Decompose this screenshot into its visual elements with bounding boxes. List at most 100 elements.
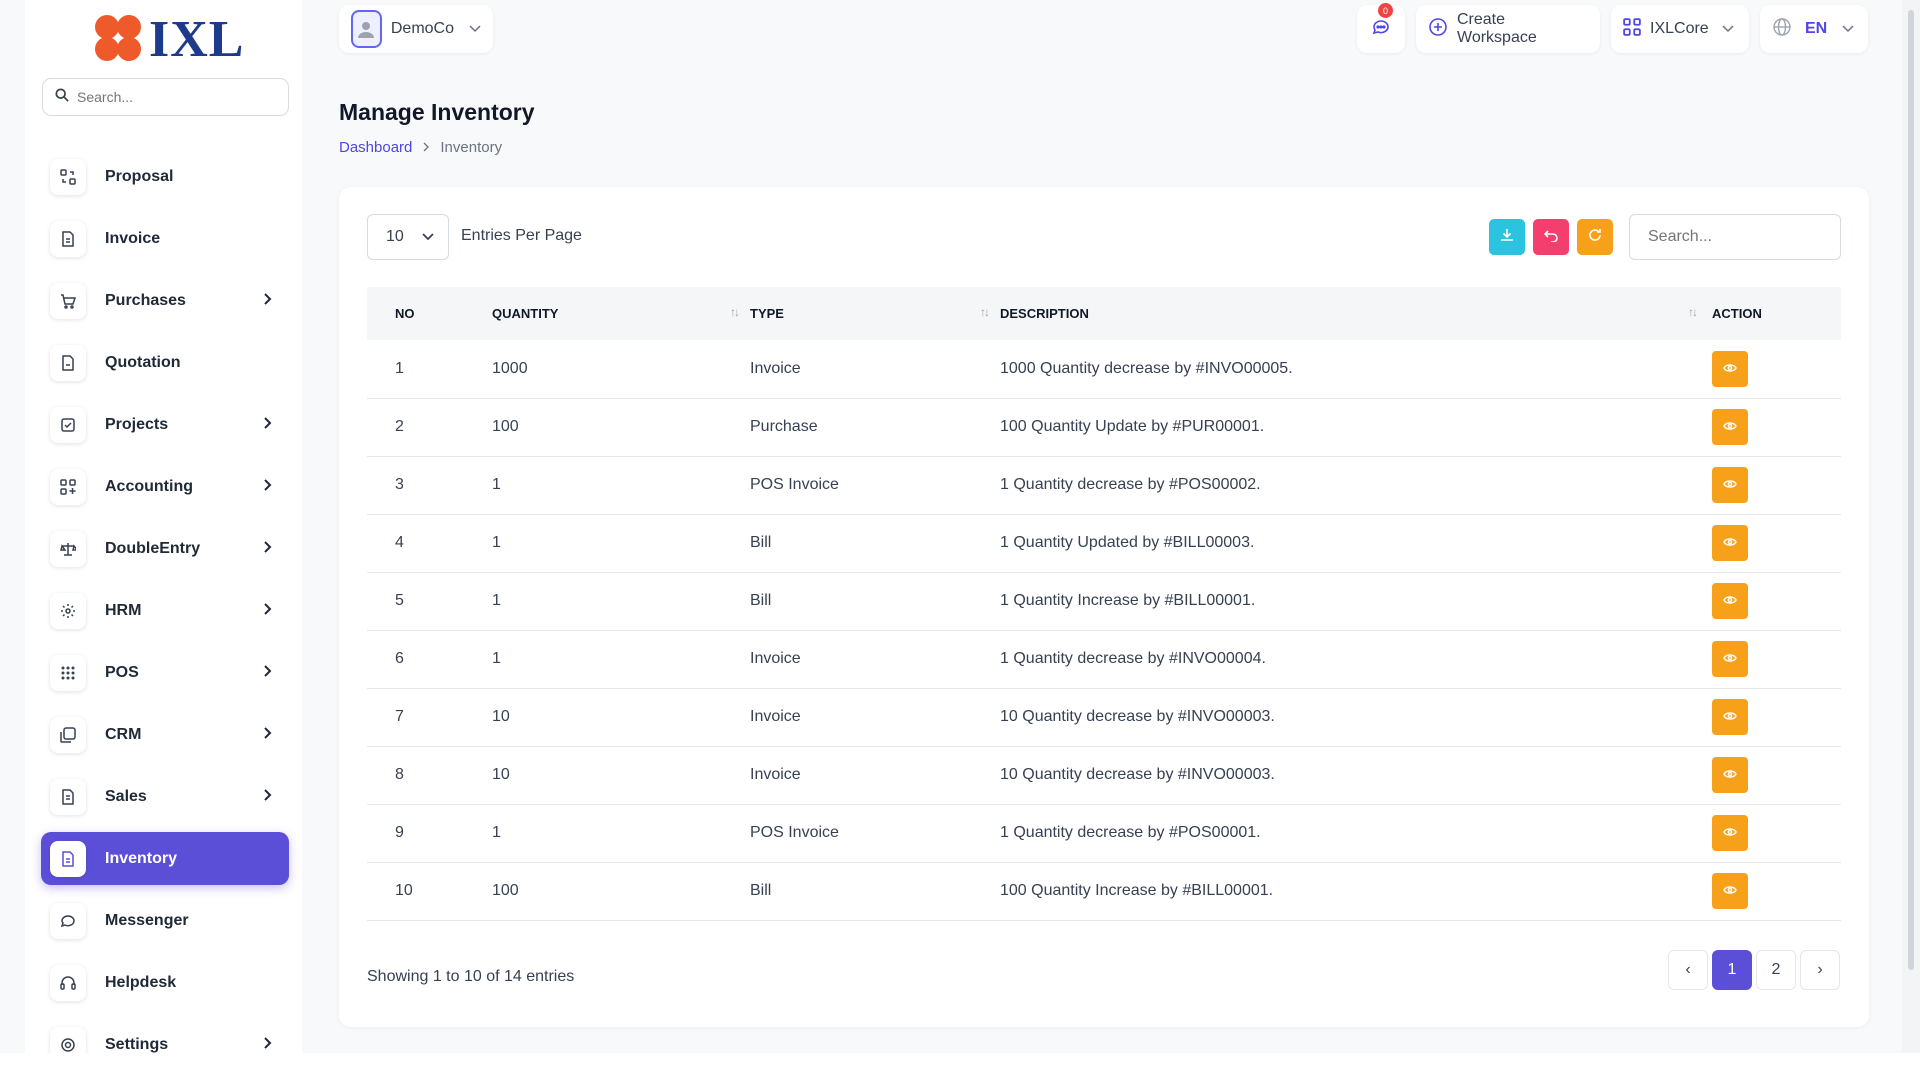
gear-icon xyxy=(50,1026,86,1053)
chevron-right-icon xyxy=(263,540,273,559)
sidebar-item-projects[interactable]: Projects xyxy=(41,398,289,451)
breadcrumb-dashboard-link[interactable]: Dashboard xyxy=(339,139,413,156)
table-header-row: NO QUANTITY ↑↓ TYPE ↑↓ DESCRIPTION ↑↓ AC… xyxy=(367,287,1841,340)
sidebar-item-accounting[interactable]: Accounting xyxy=(41,460,289,513)
sidebar-item-quotation[interactable]: Quotation xyxy=(41,336,289,389)
eye-icon xyxy=(1723,418,1737,436)
sort-icon[interactable]: ↑↓ xyxy=(980,305,990,319)
view-button[interactable] xyxy=(1712,757,1748,793)
chevron-right-icon xyxy=(263,726,273,745)
view-button[interactable] xyxy=(1712,525,1748,561)
chat-icon xyxy=(1371,17,1391,42)
table-row: 5 1 Bill 1 Quantity Increase by #BILL00001. xyxy=(367,572,1841,630)
table-search[interactable] xyxy=(1629,214,1841,260)
chevron-right-icon xyxy=(263,788,273,807)
sidebar-item-label: Sales xyxy=(105,787,147,805)
view-button[interactable] xyxy=(1712,815,1748,851)
sidebar-item-label: POS xyxy=(105,663,139,681)
view-button[interactable] xyxy=(1712,350,1748,387)
sidebar-item-sales[interactable]: Sales xyxy=(41,770,289,823)
cell-action xyxy=(1712,688,1841,746)
cell-no: 5 xyxy=(395,592,404,609)
notification-badge: 0 xyxy=(1378,3,1393,18)
language-switcher[interactable]: EN xyxy=(1760,5,1868,53)
sidebar-item-proposal[interactable]: Proposal xyxy=(41,150,289,203)
app-switcher[interactable]: IXLCore xyxy=(1611,5,1749,53)
cell-type: Bill xyxy=(750,592,772,609)
cell-description: 1 Quantity Increase by #BILL00001. xyxy=(1000,592,1256,609)
apps-grid-icon xyxy=(1623,17,1641,41)
sidebar-item-purchases[interactable]: Purchases xyxy=(41,274,289,327)
pagination-page-2[interactable]: 2 xyxy=(1756,950,1796,990)
create-workspace-button[interactable]: Create Workspace xyxy=(1416,5,1600,53)
download-icon xyxy=(1500,228,1514,247)
refresh-button[interactable] xyxy=(1577,219,1613,255)
cart-icon xyxy=(50,282,86,319)
cell-no: 7 xyxy=(395,708,404,725)
reset-button[interactable] xyxy=(1533,219,1569,255)
sidebar-item-settings[interactable]: Settings xyxy=(41,1018,289,1053)
table-search-input[interactable] xyxy=(1648,228,1828,246)
sidebar-item-pos[interactable]: POS xyxy=(41,646,289,699)
sidebar-item-messenger[interactable]: Messenger xyxy=(41,894,289,947)
cell-quantity: 100 xyxy=(492,882,519,899)
sidebar-item-crm[interactable]: CRM xyxy=(41,708,289,761)
view-button[interactable] xyxy=(1712,467,1748,503)
inventory-card: 10 Entries Per Page NO QUANTITY ↑↓ xyxy=(339,187,1869,1027)
refresh-icon xyxy=(1588,228,1602,247)
cell-type: Bill xyxy=(750,882,772,899)
page-scrollbar[interactable] xyxy=(1902,0,1920,1053)
sort-icon[interactable]: ↑↓ xyxy=(730,305,740,319)
undo-icon xyxy=(1543,228,1558,247)
sidebar-item-label: HRM xyxy=(105,601,142,619)
eye-icon xyxy=(1723,592,1737,610)
eye-icon xyxy=(1723,360,1737,378)
create-workspace-label: Create Workspace xyxy=(1457,11,1537,46)
sidebar-item-invoice[interactable]: Invoice xyxy=(41,212,289,265)
column-header-type[interactable]: TYPE ↑↓ xyxy=(750,305,990,321)
view-button[interactable] xyxy=(1712,641,1748,677)
avatar xyxy=(351,10,382,48)
entries-per-page-select[interactable]: 10 xyxy=(367,214,449,260)
download-button[interactable] xyxy=(1489,219,1525,255)
chevron-down-icon xyxy=(1842,20,1854,38)
workspace-switcher[interactable]: DemoCo xyxy=(339,5,493,53)
cell-type: Bill xyxy=(750,534,772,551)
pagination-page-1[interactable]: 1 xyxy=(1712,950,1752,990)
sidebar-item-hrm[interactable]: HRM xyxy=(41,584,289,637)
sidebar-item-doubleentry[interactable]: DoubleEntry xyxy=(41,522,289,575)
cell-no: 1 xyxy=(395,359,404,377)
cell-action xyxy=(1712,804,1841,862)
invoice-icon xyxy=(50,220,86,257)
sidebar-item-label: Proposal xyxy=(105,167,174,185)
pagination-prev-button[interactable]: ‹ xyxy=(1668,950,1708,990)
sidebar-item-label: Helpdesk xyxy=(105,973,177,991)
cell-description: 100 Quantity Increase by #BILL00001. xyxy=(1000,882,1274,899)
chevron-down-icon xyxy=(469,20,481,38)
sidebar-item-inventory[interactable]: Inventory xyxy=(41,832,289,885)
view-button[interactable] xyxy=(1712,699,1748,735)
sidebar-item-helpdesk[interactable]: Helpdesk xyxy=(41,956,289,1009)
sales-icon xyxy=(50,778,86,815)
quotation-icon xyxy=(50,344,86,381)
view-button[interactable] xyxy=(1712,583,1748,619)
cell-quantity: 1 xyxy=(492,650,501,667)
pagination-next-button[interactable]: › xyxy=(1800,950,1840,990)
view-button[interactable] xyxy=(1712,873,1748,909)
sidebar-item-label: DoubleEntry xyxy=(105,539,201,557)
messages-button[interactable]: 0 xyxy=(1357,3,1405,53)
cell-no: 9 xyxy=(395,824,404,841)
sort-icon[interactable]: ↑↓ xyxy=(1688,305,1698,319)
sidebar-search[interactable] xyxy=(42,78,289,116)
column-header-quantity[interactable]: QUANTITY ↑↓ xyxy=(492,305,740,321)
cell-action xyxy=(1712,340,1841,398)
column-header-no[interactable]: NO xyxy=(395,306,415,321)
cell-action xyxy=(1712,514,1841,572)
chevron-right-icon xyxy=(263,292,273,311)
table-row: 4 1 Bill 1 Quantity Updated by #BILL00003. xyxy=(367,514,1841,572)
scrollbar-thumb[interactable] xyxy=(1908,10,1914,970)
logo[interactable]: IXL xyxy=(95,14,244,66)
sidebar-search-input[interactable] xyxy=(77,89,267,105)
view-button[interactable] xyxy=(1712,409,1748,445)
column-header-description[interactable]: DESCRIPTION ↑↓ xyxy=(1000,305,1698,321)
